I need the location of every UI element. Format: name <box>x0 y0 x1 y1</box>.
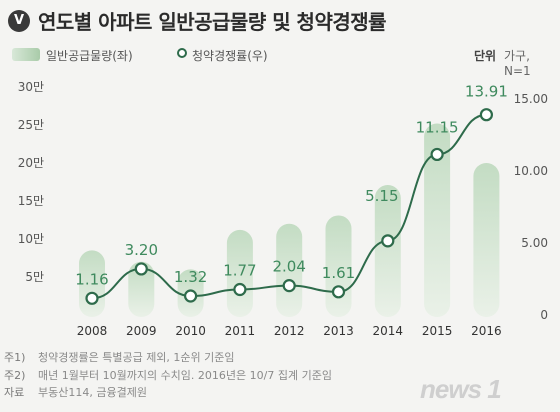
x-tick-label: 2011 <box>225 324 256 338</box>
note-2: 주2) 매년 1월부터 10월까지의 수치임. 2016년은 10/7 집계 기준… <box>4 367 332 385</box>
x-tick-label: 2008 <box>77 324 108 338</box>
x-tick-label: 2016 <box>471 324 502 338</box>
left-axis: 5만 10만 15만 20만 25만 30만 <box>18 80 44 284</box>
legend: 일반공급물량(좌) 청약경쟁률(우) 단위 가구, N=1 <box>6 45 558 78</box>
note-2-key: 주2) <box>4 368 26 382</box>
bar-2008 <box>79 250 105 317</box>
rate-point-2009 <box>134 262 148 276</box>
note-1-key: 주1) <box>4 351 26 364</box>
rate-data-label: 3.20 <box>125 241 158 259</box>
note-2-text: 매년 1월부터 10월까지의 수치임. 2016년은 10/7 집계 기준임 <box>38 368 332 382</box>
x-tick-label: 2014 <box>373 324 404 338</box>
rate-data-label: 5.15 <box>365 187 398 205</box>
v-badge-icon: V <box>8 9 30 32</box>
rate-point-2014 <box>381 234 395 248</box>
rate-data-label: 1.32 <box>174 268 207 286</box>
unit-text: 가구, N=1 <box>504 49 531 78</box>
rate-point-2012 <box>282 279 296 293</box>
rate-point-2010 <box>184 289 198 303</box>
line-group <box>85 108 493 305</box>
rate-point-2008 <box>85 291 99 305</box>
left-tick-label: 30만 <box>18 80 44 94</box>
left-tick-label: 5만 <box>25 270 44 284</box>
rate-data-label: 13.91 <box>465 83 508 101</box>
line-legend-label: 청약경쟁률(우) <box>192 49 268 63</box>
bar-2014 <box>374 185 401 317</box>
x-tick-label: 2013 <box>323 324 354 338</box>
right-axis: 0 5.00 10.00 15.00 <box>514 92 548 322</box>
data-labels-group: 1.16 3.20 1.32 1.77 2.04 1.61 5.15 11.15 13.91 <box>75 83 508 289</box>
bar-2011 <box>226 229 253 317</box>
rate-point-2013 <box>331 285 346 299</box>
x-tick-label: 2010 <box>175 324 206 338</box>
x-tick-label: 2015 <box>422 324 453 338</box>
bar-legend-swatch <box>12 48 40 61</box>
bar-2015 <box>424 123 451 317</box>
x-tick-label: 2009 <box>126 324 157 338</box>
bar-2016 <box>473 163 500 317</box>
note-source-key: 자료 <box>4 386 25 399</box>
note-source-text: 부동산114, 금융결제원 <box>38 386 147 399</box>
chart-title: 연도별 아파트 일반공급물량 및 청약경쟁률 <box>38 10 387 34</box>
rate-point-2011 <box>233 282 247 297</box>
line-legend-marker-icon <box>177 48 187 58</box>
rate-data-label: 1.61 <box>322 264 355 282</box>
note-1-text: 청약경쟁률은 특별공급 제외, 1순위 기준임 <box>38 351 235 364</box>
bar-2009 <box>128 261 155 317</box>
rate-line <box>91 113 487 300</box>
rate-point-2016 <box>479 108 493 122</box>
bar-2012 <box>276 223 303 317</box>
rate-data-label: 1.16 <box>75 270 108 288</box>
left-tick-label: 15만 <box>18 194 44 208</box>
x-tick-label: 2012 <box>274 324 305 338</box>
news1-logo: news 1 <box>420 374 502 404</box>
right-tick-label: 5.00 <box>521 236 548 250</box>
bar-legend-label: 일반공급물량(좌) <box>46 49 133 63</box>
note-1: 주1) 청약경쟁률은 특별공급 제외, 1순위 기준임 <box>4 349 332 367</box>
left-tick-label: 10만 <box>18 232 44 246</box>
notes: 주1) 청약경쟁률은 특별공급 제외, 1순위 기준임 주2) 매년 1월부터 10… <box>4 349 332 402</box>
note-source: 자료 부동산114, 금융결제원 <box>4 384 332 402</box>
rate-point-2015 <box>430 147 444 162</box>
right-tick-label: 15.00 <box>514 92 548 106</box>
left-tick-label: 20만 <box>18 156 44 170</box>
right-tick-label: 10.00 <box>514 164 548 178</box>
title-row: V 연도별 아파트 일반공급물량 및 청약경쟁률 <box>8 6 387 35</box>
rate-data-label: 11.15 <box>416 118 459 136</box>
right-tick-label: 0 <box>540 308 548 322</box>
rate-data-label: 2.04 <box>272 258 305 276</box>
rate-data-label: 1.77 <box>223 262 256 280</box>
unit-label: 단위 <box>474 49 497 63</box>
x-axis: 2008 2009 2010 2011 2012 2013 2014 2015 2016 <box>77 324 502 338</box>
left-tick-label: 25만 <box>18 118 44 132</box>
